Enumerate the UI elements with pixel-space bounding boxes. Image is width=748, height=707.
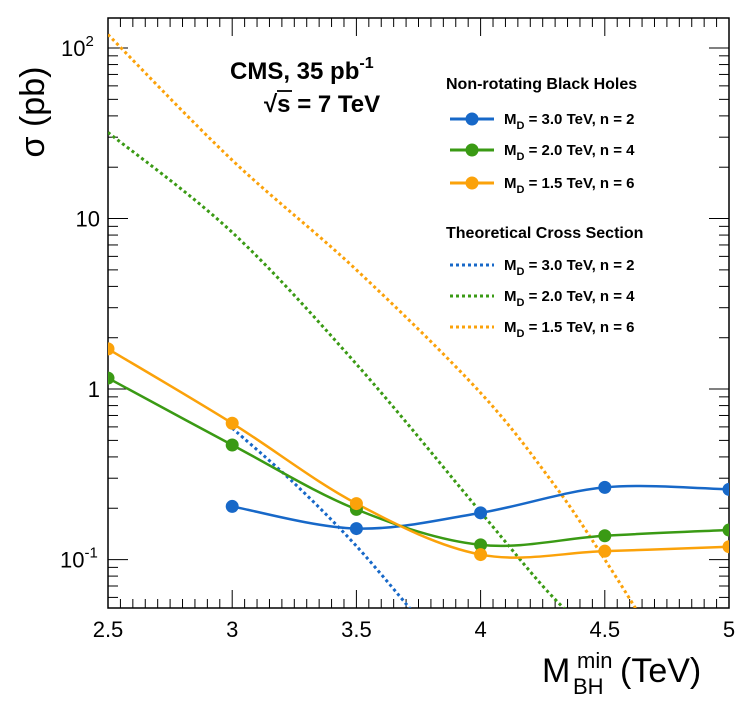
y-tick-label: 10	[76, 207, 100, 232]
y-tick-label: 102	[61, 33, 94, 61]
limit-curves	[108, 347, 729, 559]
legend-header-theory: Theoretical Cross Section	[446, 225, 643, 242]
legend-header-fits: Non-rotating Black Holes	[446, 76, 637, 93]
x-tick-label: 2.5	[93, 617, 124, 642]
limit-curve-1	[108, 376, 729, 548]
limit-point	[598, 480, 612, 494]
limit-point	[108, 371, 115, 385]
theory-curves	[108, 33, 638, 608]
limit-point	[598, 529, 612, 543]
limit-point	[108, 342, 115, 356]
limit-point	[474, 548, 488, 562]
x-axis-title: M	[542, 652, 570, 690]
energy-label: √s = 7 TeV	[264, 91, 380, 118]
theory-curve-0	[231, 427, 412, 608]
limit-point	[349, 497, 363, 511]
x-tick-label: 4.5	[590, 617, 621, 642]
x-tick-label: 3.5	[341, 617, 372, 642]
limit-point	[722, 523, 729, 537]
cms-title-sup: -1	[359, 55, 373, 72]
x-tick-label: 3	[226, 617, 238, 642]
x-tick-label: 5	[723, 617, 735, 642]
y-tick-label: 10-1	[60, 545, 98, 573]
axis-ticks	[107, 18, 730, 608]
limit-curve-2	[108, 347, 729, 559]
y-axis-title: σ (pb)	[14, 67, 52, 158]
limit-point	[225, 438, 239, 452]
legend-entry-label: MD = 3.0 TeV, n = 2	[504, 257, 635, 278]
x-axis-title-main: M	[542, 652, 570, 690]
limit-points	[108, 342, 729, 562]
cms-title-main: CMS, 35 pb	[230, 58, 359, 85]
axis-tick-labels: 2.5 3 3.5 4 4.5 5 10-1 1 10 102	[60, 33, 735, 642]
limit-point	[722, 482, 729, 496]
legend-entry-label: MD = 2.0 TeV, n = 4	[504, 288, 635, 309]
limit-point	[225, 499, 239, 513]
limit-point	[225, 416, 239, 430]
legend-marker-1	[465, 143, 479, 157]
legend-entry-label: MD = 1.5 TeV, n = 6	[504, 319, 635, 340]
limit-point	[598, 544, 612, 558]
limit-point	[474, 538, 488, 552]
x-axis-title-sub: BH	[573, 674, 604, 699]
x-tick-label: 4	[474, 617, 486, 642]
energy-sqrt-symbol: √	[264, 91, 278, 118]
limit-point	[474, 506, 488, 520]
x-axis-title-unit: (TeV)	[620, 652, 701, 690]
legend-marker-2	[465, 176, 479, 190]
limit-point	[722, 540, 729, 554]
energy-label-rest: s = 7 TeV	[277, 91, 380, 118]
theory-curve-2	[108, 33, 638, 608]
legend-entry-label: MD = 2.0 TeV, n = 4	[504, 142, 635, 163]
cms-title: CMS, 35 pb-1	[230, 55, 374, 85]
x-axis-title-sup: min	[577, 648, 612, 673]
legend-marker-0	[465, 112, 479, 126]
legend: Non-rotating Black Holes Theoretical Cro…	[446, 76, 643, 340]
legend-entry-label: MD = 1.5 TeV, n = 6	[504, 175, 635, 196]
plot-frame	[107, 17, 730, 609]
legend-entry-label: MD = 3.0 TeV, n = 2	[504, 111, 635, 132]
y-tick-label: 1	[88, 377, 100, 402]
theory-curve-1	[108, 131, 566, 608]
limit-point	[349, 522, 363, 536]
